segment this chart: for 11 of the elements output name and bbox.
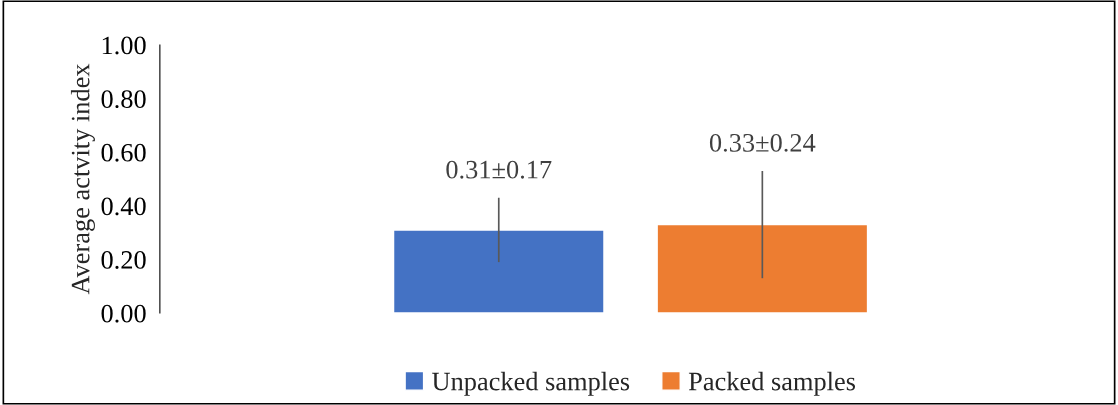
legend-label: Unpacked samples [432,371,630,396]
y-tick-label: 0.00 [101,304,146,323]
y-tick-label: 0.60 [101,143,146,162]
legend-label: Packed samples [688,371,856,396]
y-tick-label: 0.40 [101,197,146,216]
y-tick-label: 0.20 [101,251,146,269]
y-tick-label: 0.80 [101,90,146,109]
y-axis-title: Average actvity index [70,63,95,295]
data-label: 0.31±0.17 [446,160,552,179]
y-tick-label: 1.00 [102,36,146,55]
data-label: 0.33±0.24 [709,133,816,152]
